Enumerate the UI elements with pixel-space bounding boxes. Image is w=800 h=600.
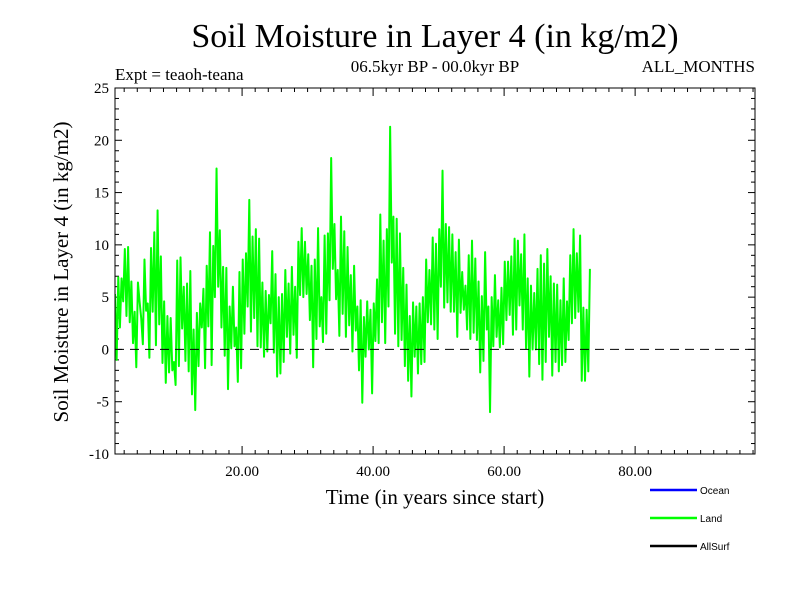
tick-labels: -10 -5 0 5 10 15 20 25 20.00 40.00 60.00 80.00 <box>89 81 652 480</box>
x-tick-label: 80.00 <box>618 464 652 480</box>
experiment-label: Expt = teaoh-teana <box>115 65 244 84</box>
axis-ticks <box>115 87 755 455</box>
x-tick-label: 20.00 <box>225 464 259 480</box>
legend-label-allsurf: AllSurf <box>700 542 730 553</box>
y-tick-label: -10 <box>89 447 109 463</box>
y-tick-label: 0 <box>102 342 110 358</box>
y-tick-label: 15 <box>94 186 109 202</box>
legend: Ocean Land AllSurf <box>650 486 730 553</box>
y-tick-label: 25 <box>94 81 109 97</box>
period-label: 06.5kyr BP - 00.0kyr BP <box>351 57 519 76</box>
y-tick-label: 10 <box>94 238 109 254</box>
x-tick-label: 60.00 <box>487 464 521 480</box>
y-tick-label: 5 <box>102 290 110 306</box>
plot-frame <box>114 87 756 455</box>
x-axis-label: Time (in years since start) <box>326 485 545 509</box>
months-label: ALL_MONTHS <box>642 57 755 76</box>
y-tick-label: 20 <box>94 133 109 149</box>
series-layer <box>115 125 591 414</box>
x-tick-label: 40.00 <box>356 464 390 480</box>
legend-label-land: Land <box>700 514 722 525</box>
legend-label-ocean: Ocean <box>700 486 729 497</box>
y-tick-label: -5 <box>97 395 110 411</box>
series-line-land <box>115 125 591 414</box>
chart-title: Soil Moisture in Layer 4 (in kg/m2) <box>191 18 678 55</box>
y-axis-label: Soil Moisture in Layer 4 (in kg/m2) <box>49 122 73 423</box>
